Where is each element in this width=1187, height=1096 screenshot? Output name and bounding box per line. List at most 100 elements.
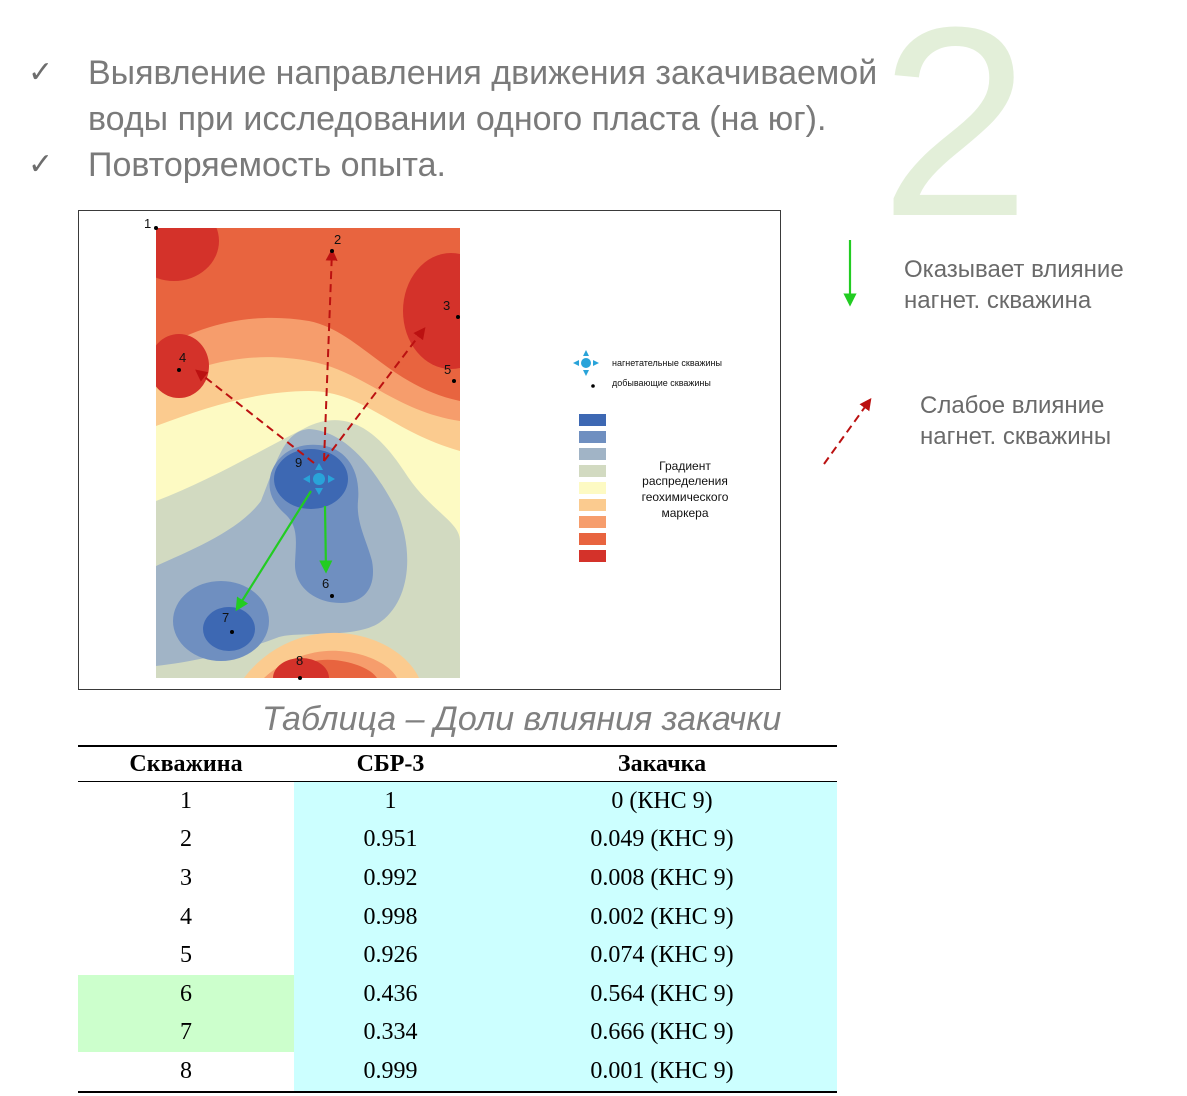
weak-influence-arrow xyxy=(323,327,426,462)
cell-well: 5 xyxy=(180,942,192,969)
contour-band xyxy=(273,658,329,678)
cell-well: 4 xyxy=(180,903,192,930)
bullet-item: ✓ Выявление направления движения закачив… xyxy=(28,50,1050,142)
contour-fill xyxy=(156,228,460,678)
table-row: 1 1 0 (КНС 9) xyxy=(78,781,837,821)
well-label-9: 9 xyxy=(295,455,302,470)
cell-sbr: 0.992 xyxy=(294,859,487,898)
strong-influence-key-arrow xyxy=(843,240,857,307)
cell-well: 3 xyxy=(180,864,192,891)
weak-influence-arrow xyxy=(195,369,315,464)
bullet-list: ✓ Выявление направления движения закачив… xyxy=(28,50,1050,188)
header-injection: Закачка xyxy=(487,745,837,782)
cell-injection: 0 (КНС 9) xyxy=(487,781,837,821)
cell-sbr: 0.334 xyxy=(294,1013,487,1053)
gradient-swatch xyxy=(579,448,606,460)
cell-injection: 0.001 (КНС 9) xyxy=(487,1052,837,1093)
table-row: 7 0.334 0.666 (КНС 9) xyxy=(78,1013,837,1053)
strong-influence-arrow xyxy=(235,490,312,612)
legend-injection-label: нагнетательные скважины xyxy=(612,358,722,368)
well-label-1: 1 xyxy=(144,216,151,231)
production-well-1 xyxy=(154,226,158,230)
bullet-line: Выявление направления движения закачивае… xyxy=(88,54,878,92)
influence-table: Скважина СБР-3 Закачка 1 1 0 (КНС 9) 2 0… xyxy=(78,745,837,1093)
cell-well: 8 xyxy=(78,1052,294,1093)
cell-sbr: 0.926 xyxy=(294,936,487,975)
well-labels: 1 2 3 4 5 6 7 8 9 xyxy=(144,216,451,668)
table-row: 2 0.951 0.049 (КНС 9) xyxy=(78,820,837,860)
gradient-swatch xyxy=(579,431,606,443)
contour-map: 1 2 3 4 5 6 7 8 9 нагнетательные скважин… xyxy=(78,210,781,690)
contour-band xyxy=(156,228,219,281)
strong-influence-key-text: Оказывает влияние нагнет. скважина xyxy=(904,254,1124,316)
production-well-3 xyxy=(456,315,460,319)
cell-sbr: 1 xyxy=(294,781,487,821)
legend-production-label: добывающие скважины xyxy=(612,378,711,388)
production-well-6 xyxy=(330,594,334,598)
strong-influence-arrow xyxy=(319,505,333,574)
gradient-label-line: распределения xyxy=(642,474,728,488)
cell-well: 1 xyxy=(180,787,192,814)
gradient-label-line: Градиент xyxy=(659,459,711,473)
bullet-line: Повторяемость опыта. xyxy=(88,146,446,184)
gradient-swatch xyxy=(579,465,606,477)
production-well-7 xyxy=(230,630,234,634)
header-well: Скважина xyxy=(78,745,294,782)
table-row: 3 0.992 0.008 (КНС 9) xyxy=(78,859,837,898)
table-row: 4 0.998 0.002 (КНС 9) xyxy=(78,897,837,937)
contour-band xyxy=(403,253,460,369)
well-label-4: 4 xyxy=(179,350,186,365)
cell-injection: 0.049 (КНС 9) xyxy=(487,820,837,860)
influence-arrows xyxy=(195,248,426,612)
well-label-5: 5 xyxy=(444,362,451,377)
contour-band xyxy=(203,607,255,651)
contour-band xyxy=(274,449,348,509)
cell-sbr: 0.951 xyxy=(294,820,487,860)
cell-injection: 0.008 (КНС 9) xyxy=(487,859,837,898)
bullet-item: ✓ Повторяемость опыта. xyxy=(28,142,1050,188)
well-label-2: 2 xyxy=(334,232,341,247)
production-well-2 xyxy=(330,249,334,253)
well-label-8: 8 xyxy=(296,653,303,668)
gradient-swatches xyxy=(579,414,606,562)
header-sbr: СБР-3 xyxy=(294,745,487,782)
production-well-8 xyxy=(298,676,302,680)
legend-production-marker xyxy=(591,384,595,388)
gradient-swatch xyxy=(579,414,606,426)
well-label-3: 3 xyxy=(443,298,450,313)
table-header-row: Скважина СБР-3 Закачка xyxy=(78,745,837,782)
production-well-5 xyxy=(452,379,456,383)
checkmark-icon: ✓ xyxy=(28,147,54,182)
key-line: нагнет. скважины xyxy=(920,423,1112,450)
table-row: 5 0.926 0.074 (КНС 9) xyxy=(78,936,837,975)
contour-band xyxy=(156,334,209,398)
cell-sbr: 0.998 xyxy=(294,897,487,937)
well-label-7: 7 xyxy=(222,610,229,625)
weak-influence-key-text: Слабое влияние нагнет. скважины xyxy=(920,390,1111,452)
slide-number: 2 xyxy=(880,0,1031,273)
table-row: 8 0.999 0.001 (КНС 9) xyxy=(78,1052,837,1093)
cell-injection: 0.074 (КНС 9) xyxy=(487,936,837,975)
legend-injection-icon xyxy=(573,350,599,376)
bullet-text: Повторяемость опыта. xyxy=(88,142,1050,188)
injection-well-9-icon xyxy=(303,463,335,495)
gradient-swatch xyxy=(579,482,606,494)
gradient-swatch xyxy=(579,550,606,562)
cell-well: 2 xyxy=(180,826,192,853)
cell-sbr: 0.436 xyxy=(294,974,487,1014)
production-well-4 xyxy=(177,368,181,372)
key-line: нагнет. скважина xyxy=(904,287,1092,314)
table-row: 6 0.436 0.564 (КНС 9) xyxy=(78,974,837,1014)
gradient-label-line: маркера xyxy=(661,506,708,520)
checkmark-icon: ✓ xyxy=(28,55,54,90)
cell-sbr: 0.999 xyxy=(294,1052,487,1093)
key-line: Оказывает влияние xyxy=(904,256,1124,283)
map-legend: нагнетательные скважины добывающие скваж… xyxy=(573,350,729,562)
well-label-6: 6 xyxy=(322,576,329,591)
bullet-line: воды при исследовании одного пласта (на … xyxy=(88,100,827,138)
cell-well: 6 xyxy=(78,974,294,1014)
cell-injection: 0.564 (КНС 9) xyxy=(487,974,837,1014)
gradient-swatch xyxy=(579,516,606,528)
weak-influence-arrow xyxy=(323,248,338,462)
cell-well: 7 xyxy=(78,1013,294,1053)
